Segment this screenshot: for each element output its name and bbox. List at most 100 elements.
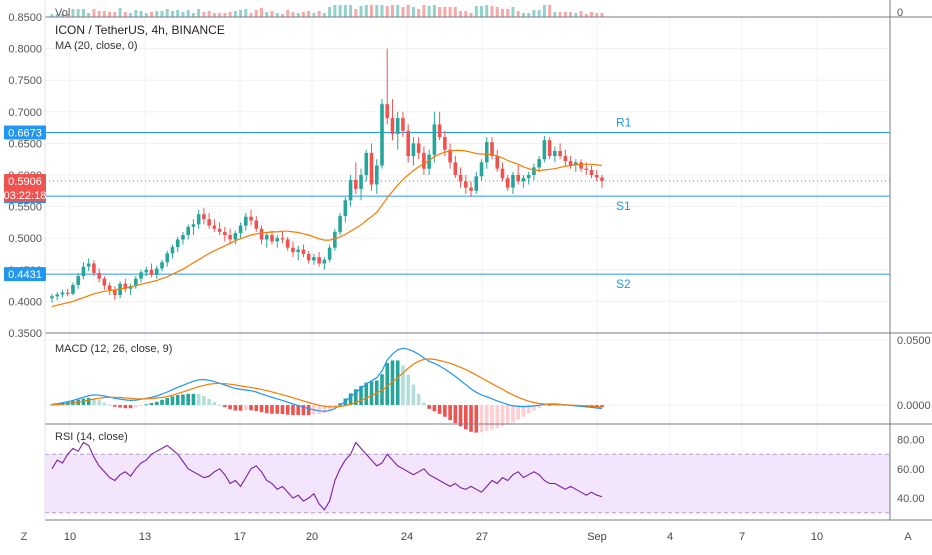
candle-body xyxy=(81,266,86,277)
candle-body xyxy=(212,225,217,229)
volume-bar xyxy=(244,9,248,17)
price-tick-label: 0.7000 xyxy=(8,107,42,119)
volume-bar xyxy=(354,9,358,17)
macd-histogram-bar xyxy=(448,405,452,421)
macd-legend[interactable]: MACD (12, 26, close, 9) xyxy=(55,343,172,355)
volume-bar xyxy=(390,5,394,17)
candle-body xyxy=(191,224,196,227)
candle-body xyxy=(338,216,342,232)
volume-bar xyxy=(50,14,54,17)
macd-histogram-bar xyxy=(149,403,154,406)
volume-bar xyxy=(500,9,504,17)
volume-bar xyxy=(275,13,279,17)
candle-body xyxy=(448,149,452,163)
macd-histogram-bar xyxy=(479,405,484,433)
volume-bar xyxy=(280,14,284,17)
volume-bar xyxy=(60,14,64,17)
candle-body xyxy=(202,214,206,220)
rsi-legend[interactable]: RSI (14, close) xyxy=(55,431,128,443)
volume-bar xyxy=(160,11,164,17)
macd-histogram-bar xyxy=(249,405,253,411)
time-tick-label: 10 xyxy=(64,531,76,543)
macd-histogram-bar xyxy=(411,384,416,406)
volume-bar xyxy=(480,6,484,17)
macd-histogram-bar xyxy=(401,365,405,406)
candle-body xyxy=(348,180,353,201)
candle-body xyxy=(537,159,541,168)
macd-histogram-bar xyxy=(547,404,552,406)
rsi-pane xyxy=(45,441,890,514)
volume-bar xyxy=(438,7,442,17)
volume-bar xyxy=(380,5,384,17)
macd-histogram-bar xyxy=(532,405,536,411)
candle-body xyxy=(374,165,379,185)
volume-bar xyxy=(527,13,531,17)
macd-histogram-bar xyxy=(416,393,421,406)
volume-bar xyxy=(165,9,169,17)
rsi-band xyxy=(45,454,890,513)
time-tick-label: 7 xyxy=(739,531,745,543)
symbol-title[interactable]: ICON / TetherUS, 4h, BINANCE xyxy=(55,23,225,37)
ma-legend[interactable]: MA (20, close, 0) xyxy=(55,40,138,52)
volume-bar xyxy=(301,12,305,17)
macd-histogram-bar xyxy=(102,402,107,406)
volume-bar xyxy=(448,7,452,17)
candle-body xyxy=(312,257,316,261)
candle-body xyxy=(432,124,437,155)
macd-histogram-bar xyxy=(395,360,400,406)
corner-right-button[interactable]: A xyxy=(898,527,918,545)
time-tick-label: Sep xyxy=(587,531,607,543)
volume-bar xyxy=(191,13,195,17)
candle-body xyxy=(285,239,290,248)
volume-bar xyxy=(411,7,415,17)
candle-body xyxy=(301,249,306,254)
volume-bar xyxy=(108,12,112,17)
corner-left-label[interactable]: Z xyxy=(21,531,28,543)
macd-histogram-bar xyxy=(443,405,447,417)
candle-body xyxy=(532,167,536,175)
candle-body xyxy=(71,284,75,294)
candle-body xyxy=(165,253,170,263)
candle-body xyxy=(589,169,594,175)
macd-histogram-bar xyxy=(244,405,248,411)
macd-histogram-bar xyxy=(500,405,505,427)
volume-bar xyxy=(579,11,583,17)
time-tick-label: 24 xyxy=(401,531,413,543)
candle-body xyxy=(500,168,505,179)
candle-body xyxy=(343,200,348,217)
corner-right-label[interactable]: A xyxy=(904,531,912,543)
volume-bar xyxy=(265,12,269,17)
current-price-label: 0.5906 xyxy=(8,176,42,188)
macd-histogram-bar xyxy=(511,405,515,423)
macd-histogram-bar xyxy=(285,405,290,415)
macd-histogram-bar xyxy=(186,393,190,406)
volume-bar xyxy=(150,12,154,17)
volume-bar xyxy=(260,8,264,17)
candle-body xyxy=(107,285,112,291)
volume-bar xyxy=(464,11,468,17)
candle-body xyxy=(469,187,473,191)
corner-left-button[interactable]: Z xyxy=(14,527,34,545)
volume-bar xyxy=(97,11,101,17)
macd-histogram-bar xyxy=(306,405,311,416)
volume-bar xyxy=(286,10,290,17)
candle-body xyxy=(474,176,479,191)
candle-body xyxy=(516,175,520,182)
candle-body xyxy=(568,161,573,166)
volume-bar xyxy=(590,12,594,17)
volume-bar xyxy=(401,7,405,17)
time-tick-label: 17 xyxy=(234,531,246,543)
candle-body xyxy=(275,238,280,242)
candle-body xyxy=(505,178,510,188)
volume-bar xyxy=(270,11,274,17)
volume-bar xyxy=(170,11,174,17)
candle-body xyxy=(60,292,65,295)
volume-bar xyxy=(542,5,546,17)
macd-histogram-bar xyxy=(338,403,342,406)
candle-body xyxy=(244,216,248,226)
macd-histogram-bar xyxy=(223,405,227,408)
price-tick-label: 0.8500 xyxy=(8,12,42,24)
candle-body xyxy=(333,231,337,248)
candle-body xyxy=(479,162,484,177)
volume-bar xyxy=(123,12,127,17)
